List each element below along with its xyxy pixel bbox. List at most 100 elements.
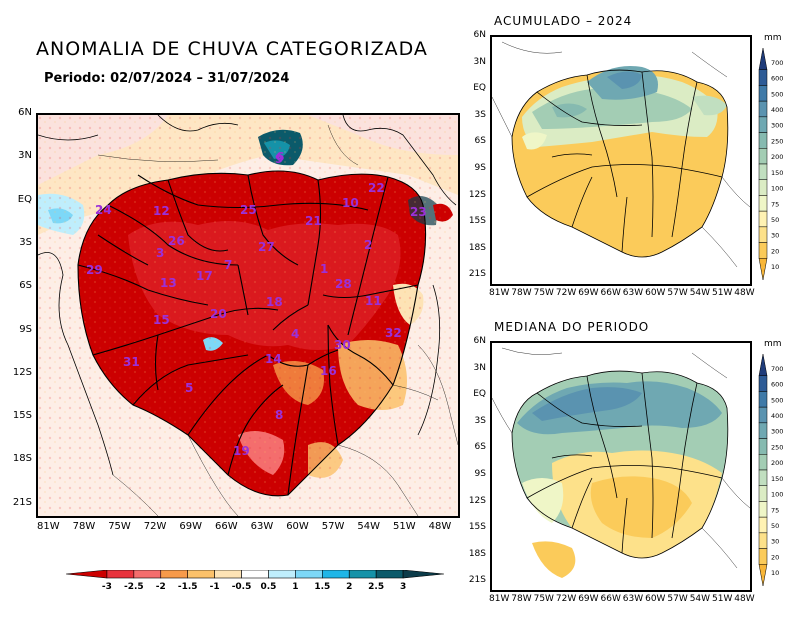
latitude-tick-label: 6S	[19, 280, 32, 292]
basin-label: 19	[233, 444, 250, 458]
latitude-tick-label: 3N	[473, 362, 486, 373]
colorbar-label: 150	[771, 475, 783, 483]
colorbar-label: -3	[102, 582, 112, 592]
longitude-tick-label: 57W	[667, 288, 688, 298]
latitude-tick-label: 18S	[468, 548, 486, 559]
basin-label: 28	[335, 277, 352, 291]
colorbar-swatch	[133, 570, 162, 579]
accumulated-map	[490, 35, 752, 286]
colorbar-label: -1.5	[178, 582, 198, 592]
colorbar-swatch	[322, 570, 350, 579]
latitude-tick-label: 6N	[18, 107, 32, 118]
latitude-tick-label: 21S	[468, 575, 486, 586]
colorbar-label: 20	[771, 553, 779, 561]
longitude-tick-label: 69W	[578, 594, 599, 604]
longitude-tick-label: 51W	[712, 594, 733, 604]
longitude-tick-label: 69W	[578, 288, 599, 298]
median-title: MEDIANA DO PERIODO	[494, 320, 650, 334]
period-subtitle: Periodo: 02/07/2024 – 31/07/2024	[44, 71, 290, 86]
colorbar-swatch	[402, 570, 445, 579]
basin-label: 16	[320, 364, 337, 378]
longitude-tick-label: 60W	[286, 521, 309, 532]
colorbar-label: 10	[771, 263, 779, 271]
longitude-tick-label: 66W	[600, 594, 621, 604]
colorbar-label: 600	[771, 381, 783, 389]
colorbar-label: 200	[771, 153, 783, 161]
colorbar-swatch	[758, 179, 768, 196]
basin-label: 20	[210, 307, 227, 321]
longitude-tick-label: 72W	[555, 288, 577, 298]
colorbar-swatch	[214, 570, 242, 579]
colorbar-swatch	[758, 406, 768, 424]
latitude-tick-label: 18S	[468, 242, 486, 253]
colorbar-label: 400	[771, 412, 783, 420]
colorbar-label: -2.5	[124, 582, 144, 592]
longitude-tick-label: 63W	[622, 288, 644, 298]
latitude-tick-label: 9S	[474, 163, 486, 173]
latitude-tick-label: 6N	[473, 336, 486, 346]
longitude-tick-label: 66W	[600, 288, 621, 298]
basin-label: 6	[276, 150, 285, 164]
colorbar-label: 250	[771, 137, 783, 145]
basin-label: 4	[291, 327, 300, 341]
basin-label: 9	[275, 152, 284, 166]
colorbar-swatch	[758, 516, 768, 534]
latitude-tick-label: EQ	[17, 193, 32, 205]
colorbar-swatch	[758, 148, 768, 165]
colorbar-swatch	[758, 116, 768, 133]
colorbar-label: 300	[771, 428, 783, 436]
anomaly-map	[36, 113, 460, 518]
colorbar-label: 150	[771, 169, 783, 177]
colorbar-label: 300	[771, 122, 783, 130]
basin-label: 3	[156, 246, 165, 260]
colorbar-label: 30	[771, 538, 779, 546]
basin-label: 27	[258, 240, 275, 254]
basin-label: 8	[275, 408, 284, 422]
longitude-tick-label: 81W	[489, 594, 510, 604]
colorbar-swatch	[758, 391, 768, 408]
colorbar-label: 600	[771, 75, 783, 83]
latitude-tick-label: EQ	[473, 389, 486, 400]
longitude-tick-label: 54W	[689, 288, 711, 298]
basin-label: 14	[265, 352, 282, 366]
colorbar-label: 30	[771, 232, 779, 240]
colorbar-swatch	[758, 438, 768, 455]
colorbar-swatch	[758, 195, 768, 212]
colorbar-label: -1	[210, 582, 220, 592]
colorbar-label: 100	[771, 491, 783, 499]
basin-label: 5	[185, 381, 194, 395]
longitude-tick-label: 69W	[179, 521, 203, 532]
colorbar-swatch	[758, 548, 768, 565]
colorbar-label: 10	[771, 569, 779, 577]
colorbar-swatch	[758, 132, 768, 149]
main-title: ANOMALIA DE CHUVA CATEGORIZADA	[36, 38, 428, 60]
basin-label: 31	[123, 355, 140, 369]
basin-label: 23	[410, 205, 427, 219]
colorbar-swatch	[758, 469, 768, 486]
longitude-tick-label: 54W	[689, 594, 711, 604]
colorbar-swatch	[758, 532, 768, 549]
longitude-tick-label: 75W	[108, 521, 131, 532]
basin-label: 22	[368, 181, 385, 195]
longitude-tick-label: 72W	[143, 521, 167, 532]
latitude-tick-label: 3S	[19, 236, 32, 248]
basin-label: 21	[305, 214, 322, 228]
longitude-tick-label: 75W	[533, 594, 554, 604]
accumulated-title: ACUMULADO – 2024	[494, 14, 633, 28]
latitude-tick-label: 21S	[468, 269, 486, 280]
latitude-tick-label: 15S	[12, 410, 32, 422]
basin-label: 26	[168, 234, 185, 248]
basin-label: 11	[365, 294, 382, 308]
longitude-tick-label: 48W	[428, 521, 452, 532]
colorbar-label: 3	[400, 582, 406, 592]
longitude-tick-label: 63W	[250, 521, 274, 532]
colorbar-swatch	[758, 210, 768, 228]
basin-label: 10	[342, 196, 359, 210]
colorbar-swatch	[758, 69, 768, 86]
median-colorbar: 700 600 500 400 300 250 200 150 100 75 50 30 20 10	[758, 353, 783, 587]
latitude-tick-label: 3N	[18, 150, 32, 162]
accumulated-unit: mm	[764, 33, 782, 43]
colorbar-swatch	[758, 47, 768, 70]
colorbar-swatch	[65, 570, 108, 579]
latitude-tick-label: 9S	[474, 469, 486, 479]
